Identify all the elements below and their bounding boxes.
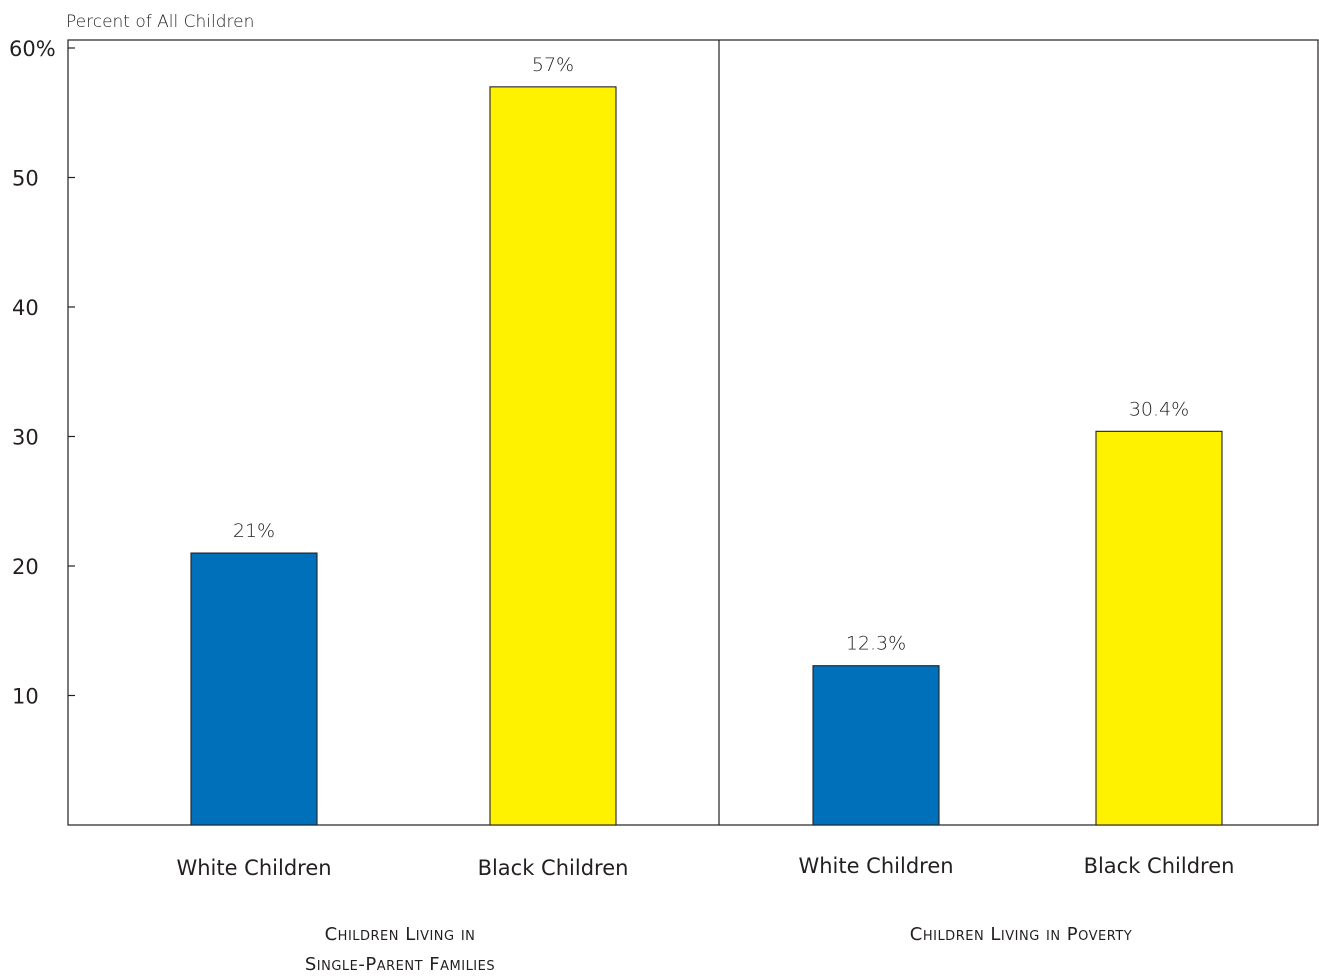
group-label: Children Living in Poverty (910, 924, 1132, 945)
bar-value-label: 21% (233, 520, 275, 542)
category-label: White Children (176, 856, 331, 880)
category-label: White Children (798, 854, 953, 878)
bar-labels: 21% White Children 57% Black Children Childr… (176, 54, 1234, 975)
group-label: Single-Parent Families (305, 954, 495, 975)
category-label: Black Children (478, 856, 629, 880)
bar-value-label: 30.4% (1129, 398, 1189, 420)
group-label: Children Living in (325, 924, 476, 945)
y-tick-label: 60% (9, 37, 56, 61)
y-tick-label: 40 (12, 296, 39, 320)
bar-value-label: 12.3% (846, 633, 906, 655)
y-axis-label: Percent of All Children (66, 12, 254, 32)
category-label: Black Children (1084, 854, 1235, 878)
y-tick-label: 30 (12, 426, 39, 450)
bars (190, 86, 1223, 826)
bar-value-label: 57% (532, 54, 574, 76)
y-tick-label: 50 (12, 167, 39, 191)
y-tick-label: 20 (12, 555, 39, 579)
bar-white-children (812, 665, 940, 826)
bar-black-children (489, 86, 617, 826)
y-axis-ticks: 60% 50 40 30 20 10 (9, 37, 75, 709)
bar-white-children (190, 552, 318, 826)
bar-black-children (1095, 430, 1223, 826)
y-tick-label: 10 (12, 685, 39, 709)
plot-frame (67, 39, 1319, 826)
